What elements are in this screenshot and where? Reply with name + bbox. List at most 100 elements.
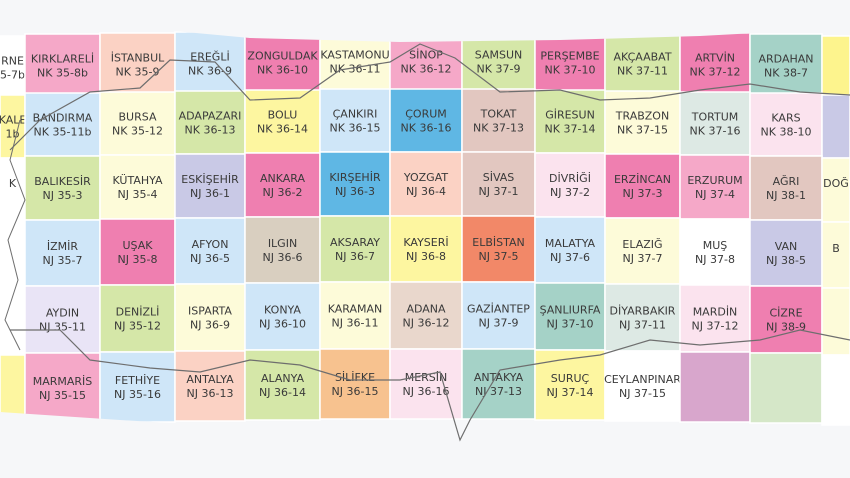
sheet-code: NJ 37-8: [695, 253, 735, 266]
sheet-code: NJ 38-5: [766, 254, 806, 267]
sheet-fill: [99, 91, 176, 156]
sheet-fill: [319, 348, 391, 420]
sheet-name: KARS: [771, 112, 800, 125]
sheet-name: SURUÇ: [551, 372, 590, 385]
sheet-code: NJ 36-16: [403, 385, 450, 398]
sheet-code: NK 37-15: [617, 124, 668, 137]
sheet-code: NJ 37-7: [623, 252, 663, 265]
sheet-name: KIRŞEHİR: [329, 171, 381, 184]
sheet-name: MARMARİS: [33, 375, 93, 388]
sheet-name: SİLİFKE: [335, 371, 375, 384]
sheet-fill: [24, 155, 101, 221]
sheet-name: DOĞ: [823, 177, 849, 190]
sheet-name: KONYA: [264, 304, 301, 317]
sheet-code: NJ 38-1: [766, 189, 806, 202]
sheet-code: NJ 35-15: [39, 389, 86, 402]
sheet-name: ESKİŞEHİR: [181, 173, 239, 186]
sheet-fill: [244, 216, 321, 284]
sheet-name: ADAPAZARI: [179, 110, 242, 123]
sheet-fill: [534, 216, 606, 284]
sheet-code: NJ 35-16: [114, 388, 161, 401]
sheet-code: NK 36-12: [401, 63, 452, 76]
sheet-name: MALATYA: [545, 237, 596, 250]
sheet-name: ÇORUM: [405, 108, 447, 121]
sheet-code: NJ 37-13: [475, 385, 522, 398]
sheet-fill: [749, 219, 823, 287]
sheet-name: ANTALYA: [186, 373, 234, 386]
sheet-fill: [604, 283, 681, 352]
sheet-code: NK 36-9: [188, 65, 232, 78]
sheet-fill: [99, 351, 176, 423]
map-sheet-3-12: B: [821, 221, 850, 289]
map-sheet-4-0: [0, 287, 26, 356]
sheet-name: ÇANKIRI: [333, 108, 378, 121]
sheet-code: NJ 37-11: [619, 319, 666, 332]
sheet-code: NJ 37-9: [479, 317, 519, 330]
sheet-code: NJ 36-11: [332, 317, 379, 330]
sheet-fill: [244, 30, 321, 95]
sheet-fill: [461, 348, 536, 420]
sheet-fill: [679, 32, 751, 97]
sheet-code: NJ 36-7: [335, 250, 375, 263]
sheet-name: TOKAT: [480, 108, 517, 121]
sheet-name: BURSA: [119, 111, 157, 124]
sheet-name: ISPARTA: [188, 305, 232, 318]
sheet-name: DİYARBAKIR: [610, 305, 676, 318]
sheet-name: KÜTAHYA: [112, 174, 162, 187]
sheet-name: İSTANBUL: [111, 52, 165, 65]
sheet-code: NK 35-12: [112, 125, 163, 138]
sheet-code: NK 36-14: [257, 123, 308, 136]
sheet-code: NJ 36-12: [403, 317, 450, 330]
sheet-fill: [604, 31, 681, 96]
sheet-code: NJ 36-10: [259, 318, 306, 331]
sheet-fill: [749, 155, 823, 221]
coastline-west: [4, 119, 26, 351]
sheet-code: NJ 36-4: [406, 185, 446, 198]
sheet-fill: [0, 221, 26, 289]
sheet-fill: [534, 349, 606, 421]
sheet-code: NJ 36-15: [332, 385, 379, 398]
sheet-name: AYDIN: [46, 307, 79, 320]
sheet-name: AFYON: [192, 238, 229, 251]
sheet-fill: [749, 33, 823, 98]
sheet-fill: [24, 33, 101, 98]
sheet-name: BOLU: [268, 109, 298, 122]
sheet-fill: [0, 35, 26, 100]
sheet-name: KAYSERİ: [403, 236, 448, 249]
sheet-code: NK 37-13: [473, 122, 524, 135]
sheet-code: NK 36-10: [257, 64, 308, 77]
sheet-fill: [99, 154, 176, 220]
sheet-name: ELBİSTAN: [472, 236, 524, 249]
sheet-code: NK 38-7: [764, 67, 808, 80]
sheet-fill: [604, 90, 681, 155]
sheet-fill: [389, 88, 463, 153]
sheet-fill: [99, 32, 176, 97]
sheet-fill: [24, 285, 101, 354]
sheet-name: ARTVİN: [695, 52, 735, 65]
sheet-code: NJ 37-10: [547, 318, 594, 331]
sheet-name: MUŞ: [703, 239, 728, 252]
sheet-code: NK 38-10: [761, 126, 812, 139]
sheet-name: K: [9, 177, 17, 190]
sheet-fill: [821, 287, 850, 356]
sheet-name: SAMSUN: [475, 49, 522, 62]
sheet-name: KASTAMONU: [320, 49, 389, 62]
